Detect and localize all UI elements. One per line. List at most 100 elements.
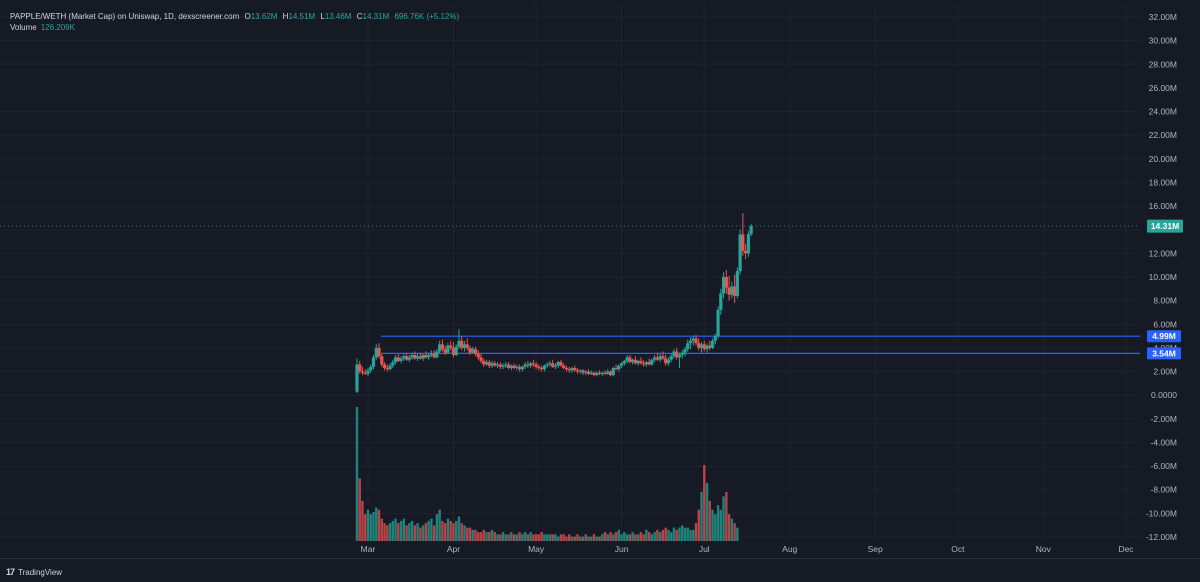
candle-body <box>688 340 693 344</box>
volume-bar <box>711 509 714 541</box>
volume-bar <box>727 514 731 541</box>
volume-bar <box>545 534 549 541</box>
volume-bar <box>573 536 576 541</box>
candle-body <box>551 363 555 367</box>
legend-low-value: 13.46M <box>324 12 352 21</box>
candle-body <box>639 360 643 364</box>
x-axis-tick-label: Nov <box>1036 544 1052 554</box>
candle-body <box>545 364 549 366</box>
candle-body <box>385 368 389 370</box>
volume-bar <box>661 529 665 541</box>
candle-body <box>744 251 748 254</box>
candle-body <box>633 359 637 364</box>
volume-bar <box>466 527 469 541</box>
candle-body <box>694 338 698 344</box>
candle-body <box>636 360 640 364</box>
candle-body <box>589 372 593 374</box>
candle-body <box>631 359 635 363</box>
volume-bar <box>377 509 381 541</box>
volume-bar <box>598 536 601 541</box>
volume-bar <box>526 534 530 541</box>
volume-bar <box>485 532 488 541</box>
legend-open-value: 13.62M <box>250 12 278 21</box>
volume-bar <box>372 511 375 541</box>
volume-bar <box>623 532 626 541</box>
candle-body <box>451 347 456 355</box>
candle-body <box>355 364 359 392</box>
candle-body <box>669 356 673 360</box>
candle-body <box>647 362 651 365</box>
volume-bar <box>686 527 689 541</box>
volume-bar <box>658 532 662 541</box>
candle-body <box>449 345 453 348</box>
volume-bar <box>452 523 455 541</box>
y-axis-tick-label: -10.00M <box>1146 508 1177 518</box>
candle-body <box>683 349 687 353</box>
volume-bar <box>670 532 673 541</box>
volume-bar <box>510 532 513 541</box>
candle-body <box>738 234 742 272</box>
volume-bar <box>430 518 433 541</box>
candle-body <box>537 366 541 368</box>
candle-body <box>529 363 533 366</box>
volume-bar <box>548 534 552 541</box>
candle-body <box>559 362 563 366</box>
legend-volume-value: 126.209K <box>40 23 75 32</box>
volume-bar <box>394 518 397 541</box>
volume-bar <box>493 532 496 541</box>
y-axis-tick-label: 28.00M <box>1149 59 1177 69</box>
x-axis-tick-label: Sep <box>868 544 883 554</box>
candle-body <box>592 372 596 376</box>
volume-bar <box>725 491 728 541</box>
volume-bar <box>455 520 458 541</box>
volume-bar <box>482 529 485 541</box>
candle-body <box>479 357 483 361</box>
volume-bar <box>358 478 361 541</box>
candle-body <box>573 368 577 371</box>
x-axis-tick-label: May <box>528 544 545 554</box>
volume-bar <box>579 536 582 541</box>
chart-background <box>0 0 1200 558</box>
x-axis-tick-label: Aug <box>782 544 797 554</box>
volume-bar <box>653 532 656 541</box>
candle-body <box>661 356 665 359</box>
volume-bar <box>424 523 428 541</box>
volume-bar <box>521 534 524 541</box>
candle-body <box>512 365 516 368</box>
candle-body <box>575 370 580 372</box>
volume-bar <box>606 534 610 541</box>
y-axis-tick-label: -2.00M <box>1151 414 1177 424</box>
x-axis-tick-label: Apr <box>447 544 460 554</box>
candle-body <box>581 370 585 373</box>
volume-bar <box>463 525 466 541</box>
volume-bar <box>634 534 637 541</box>
candle-body <box>721 277 726 294</box>
volume-bar <box>427 520 430 541</box>
volume-bar <box>592 534 596 541</box>
candle-body <box>697 343 701 348</box>
level-label-badge <box>1147 347 1181 360</box>
candle-body <box>584 371 588 373</box>
volume-bar <box>584 534 587 541</box>
candle-body <box>460 340 464 348</box>
legend-high-value: 14.51M <box>288 12 316 21</box>
volume-bar <box>532 534 535 541</box>
volume-bar <box>490 529 494 541</box>
volume-bar <box>672 527 676 541</box>
y-axis-tick-label: 30.00M <box>1149 36 1177 46</box>
x-axis-tick-label: Dec <box>1118 544 1134 554</box>
candle-body <box>675 351 679 358</box>
candle-body <box>438 344 442 352</box>
candle-body <box>484 362 489 365</box>
y-axis-tick-label: 8.00M <box>1153 296 1177 306</box>
tradingview-logo[interactable]: 17 TradingView <box>6 567 62 577</box>
candle-body <box>650 359 654 365</box>
candle-body <box>534 364 538 367</box>
volume-bar <box>554 534 557 541</box>
candle-body <box>732 286 737 296</box>
volume-bar <box>722 496 725 541</box>
candle-body <box>476 353 480 358</box>
y-axis-tick-label: 10.00M <box>1149 272 1177 282</box>
